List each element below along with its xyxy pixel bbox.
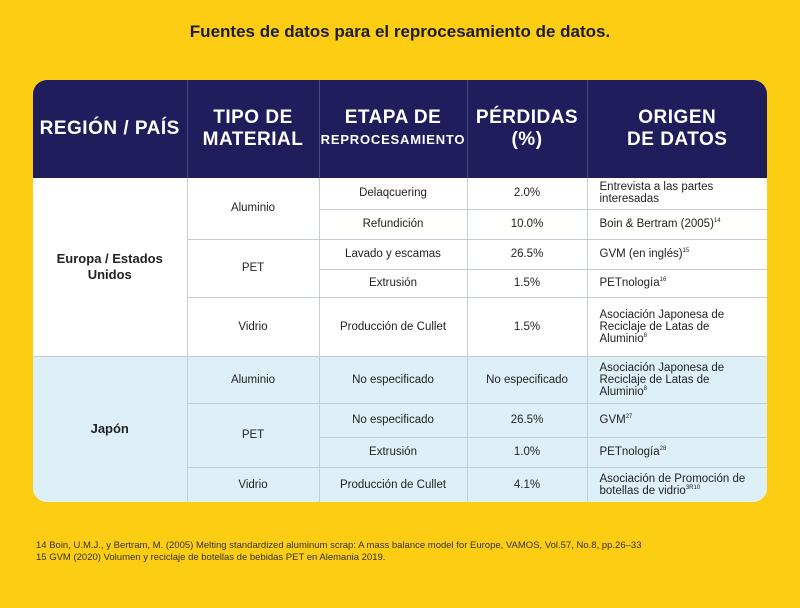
stage-cell: Delaqcuering: [319, 178, 468, 210]
material-cell-pet: PET: [187, 403, 320, 468]
loss-cell: 1.5%: [467, 297, 588, 357]
source-cell: Asociación Japonesa de Reciclaje de Lata…: [587, 297, 767, 357]
source-cell: Boin & Bertram (2005)14: [587, 209, 767, 240]
table-row: PET Lavado y escamas 26.5% GVM (en inglé…: [33, 239, 767, 298]
material-cell-pet: PET: [187, 239, 320, 298]
loss-cell: 2.0%: [467, 178, 588, 210]
table-row: Refundición 10.0% Boin & Bertram (2005)1…: [33, 209, 767, 240]
loss-cell: No especificado: [467, 355, 588, 404]
material-cell-aluminio: Aluminio: [187, 355, 320, 404]
loss-cell: 4.1%: [467, 467, 588, 502]
table-header-row: REGIÓN / PAÍS TIPO DE MATERIAL ETAPA DE RE…: [33, 80, 767, 178]
stage-cell: Refundición: [319, 209, 468, 240]
footnote-15: 15 GVM (2020) Volumen y reciclaje de bot…: [36, 552, 386, 563]
page-title: Fuentes de datos para el reprocesamiento…: [189, 22, 611, 41]
table-row: PET No especificado 26.5% GVM27: [33, 403, 767, 468]
footnotes: 14 Boin, U.M.J., y Bertram, M. (2005) Me…: [36, 540, 776, 564]
data-sources-table-card: REGIÓN / PAÍS TIPO DE MATERIAL ETAPA DE RE…: [33, 80, 767, 502]
data-sources-table: REGIÓN / PAÍS TIPO DE MATERIAL ETAPA DE RE…: [33, 80, 767, 502]
table-row: Japón Aluminio No especificado No especi…: [33, 355, 767, 502]
table-row: Vidrio Producción de Cullet 4.1% Asociac…: [33, 467, 767, 502]
stage-cell: Extrusión: [319, 269, 468, 298]
header-region: REGIÓN / PAÍS: [33, 80, 188, 178]
stage-cell: Extrusión: [319, 437, 468, 468]
table-row: Europa / Estados Unidos Aluminio Delaqcu…: [33, 178, 767, 356]
source-cell: Asociación Japonesa de Reciclaje de Lata…: [587, 355, 767, 404]
loss-cell: 10.0%: [467, 209, 588, 240]
loss-cell: 26.5%: [467, 239, 588, 270]
source-cell: GVM (en inglés)15: [587, 239, 767, 270]
stage-cell: No especificado: [319, 403, 468, 438]
material-cell-vidrio: Vidrio: [187, 467, 320, 502]
stage-cell: Producción de Cullet: [319, 467, 468, 502]
stage-cell: Lavado y escamas: [319, 239, 468, 270]
loss-cell: 1.0%: [467, 437, 588, 468]
loss-cell: 26.5%: [467, 403, 588, 438]
source-cell: PETnología16: [587, 269, 767, 298]
header-processing-stage: ETAPA DE REPROCESAMIENTO: [319, 80, 468, 178]
region-cell-europe: Europa / Estados Unidos: [33, 178, 188, 356]
material-cell-vidrio: Vidrio: [187, 297, 320, 357]
source-cell: Entrevista a las partes interesadas: [587, 178, 767, 210]
header-material-type: TIPO DE MATERIAL: [187, 80, 320, 178]
loss-cell: 1.5%: [467, 269, 588, 298]
source-cell: GVM27: [587, 403, 767, 438]
material-cell-aluminio: Aluminio: [187, 178, 320, 240]
footnote-14: 14 Boin, U.M.J., y Bertram, M. (2005) Me…: [36, 540, 642, 551]
stage-cell: No especificado: [319, 355, 468, 404]
region-cell-japan: Japón: [33, 355, 188, 502]
table-row: Extrusión 1.0% PETnología28: [33, 437, 767, 468]
header-data-source: ORIGEN DE DATOS: [587, 80, 767, 178]
table-row: Vidrio Producción de Cullet 1.5% Asociac…: [33, 297, 767, 357]
table-row: Extrusión 1.5% PETnología16: [33, 269, 767, 298]
source-cell: Asociación de Promoción de botellas de v…: [587, 467, 767, 502]
source-cell: PETnología28: [587, 437, 767, 468]
stage-cell: Producción de Cullet: [319, 297, 468, 357]
header-losses: PÉRDIDAS (%): [467, 80, 588, 178]
